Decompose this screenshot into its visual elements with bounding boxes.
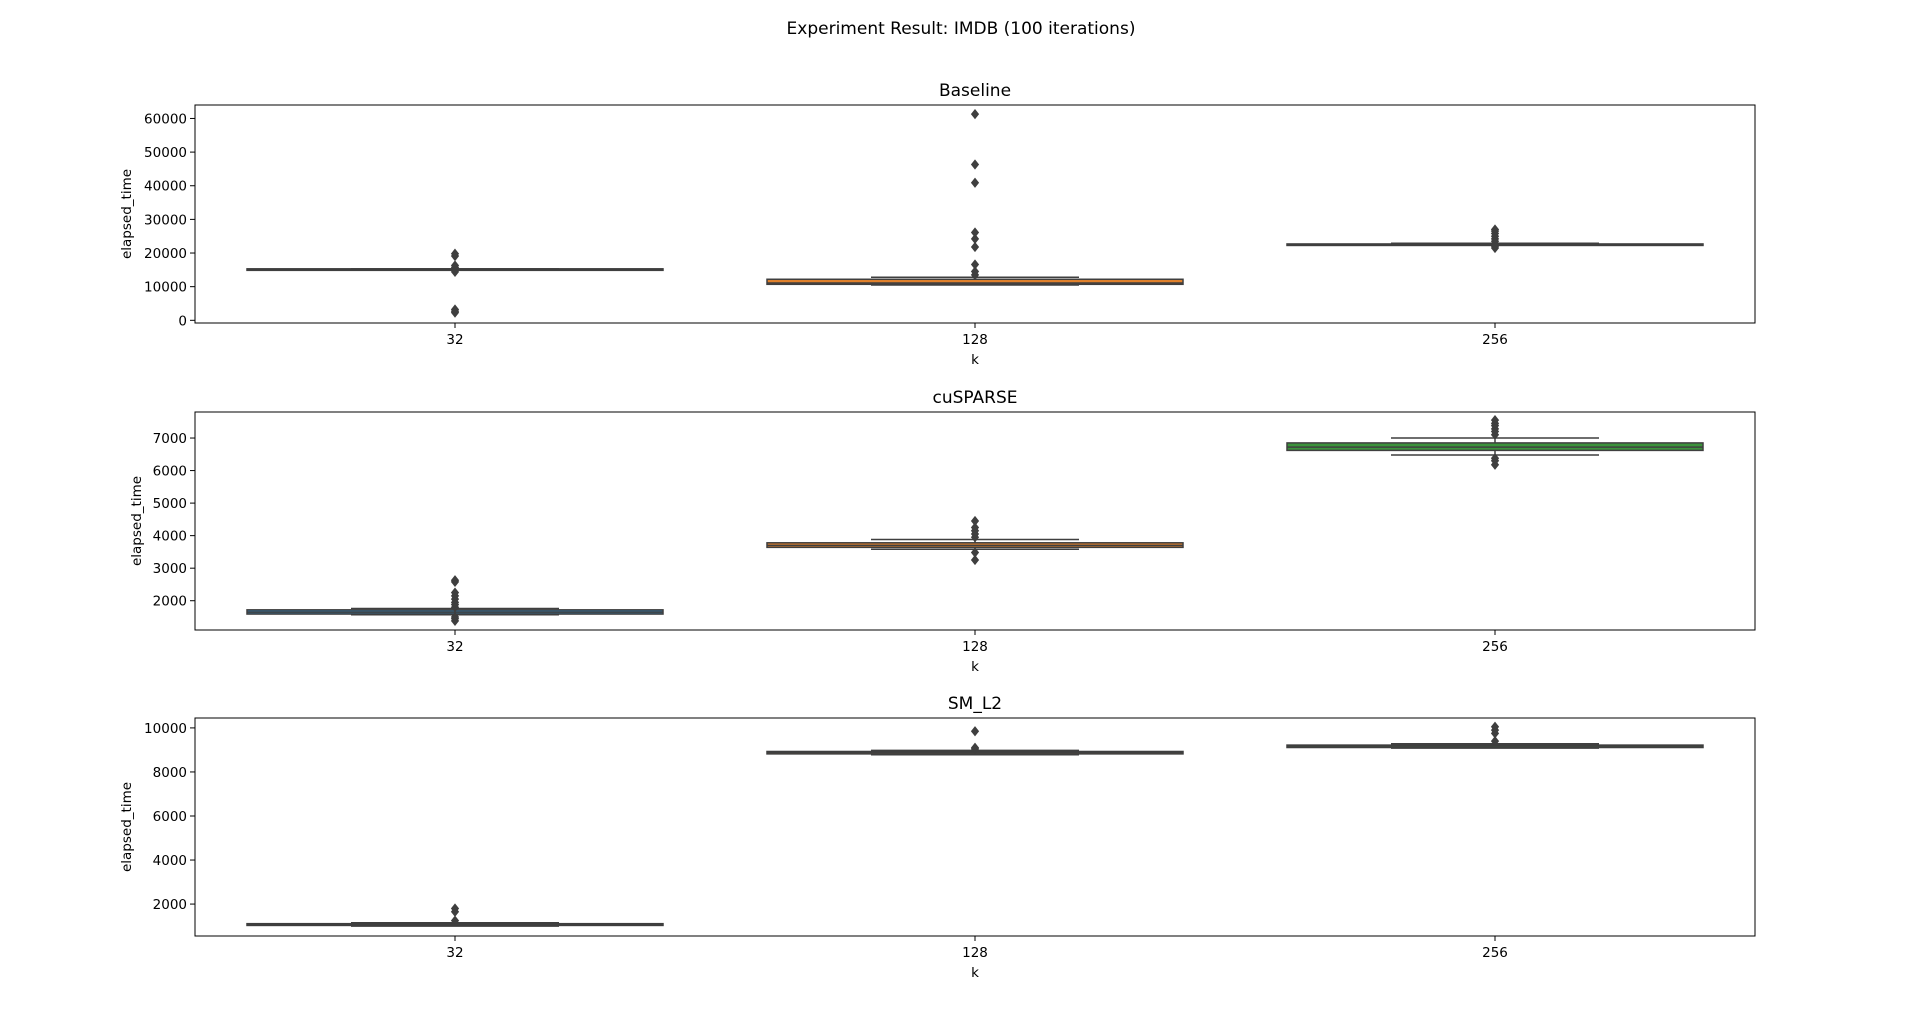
x-tick-label: 128 (962, 332, 988, 348)
outlier-point (970, 259, 980, 270)
box-128 (766, 515, 1184, 566)
y-tick-label: 4000 (153, 853, 187, 869)
outlier-point (1490, 735, 1500, 747)
outlier-point (450, 611, 460, 623)
y-tick-label: 8000 (153, 765, 187, 781)
outlier-point (450, 304, 460, 315)
outlier-point (970, 726, 980, 737)
box-256 (1286, 224, 1704, 254)
x-axis-label: k (971, 965, 979, 981)
y-tick-label: 60000 (144, 111, 187, 127)
y-axis-label: elapsed_time (119, 169, 135, 259)
outlier-point (450, 915, 460, 926)
outlier-point (970, 554, 980, 566)
x-tick-label: 128 (962, 639, 988, 655)
outlier-point (1490, 453, 1500, 464)
outlier-point (970, 233, 980, 245)
outlier-point (970, 266, 980, 277)
outlier-point (970, 547, 980, 558)
outlier-point (450, 248, 460, 259)
panel-2: SM_L2 2000 4000 6000 8000 10000 32 128 256 k elaps… (119, 694, 1756, 981)
panel-0: Baseline 0 10000 20000 30000 40000 50000 60000 3… (119, 81, 1756, 368)
x-tick-label: 32 (446, 332, 463, 348)
y-tick-label: 2000 (153, 594, 187, 610)
outlier-point (1490, 414, 1500, 426)
x-axis-label: k (971, 352, 979, 368)
x-tick-label: 128 (962, 945, 988, 961)
plot-frame (194, 104, 1756, 324)
box-32 (246, 575, 664, 627)
panel-title: cuSPARSE (932, 388, 1017, 408)
y-tick-label: 6000 (153, 464, 187, 480)
y-tick-label: 30000 (144, 212, 187, 228)
outlier-point (450, 903, 460, 914)
y-tick-label: 50000 (144, 145, 187, 161)
panel-title: SM_L2 (948, 694, 1002, 714)
outlier-point (970, 522, 980, 533)
x-tick-label: 256 (1482, 332, 1508, 348)
outlier-point (970, 241, 980, 253)
outlier-point (970, 108, 980, 120)
y-axis-label: elapsed_time (119, 782, 135, 872)
box-32 (246, 248, 664, 318)
outlier-point (450, 260, 460, 271)
x-tick-label: 256 (1482, 945, 1508, 961)
x-tick-label: 256 (1482, 639, 1508, 655)
y-tick-label: 7000 (153, 431, 187, 447)
y-tick-label: 40000 (144, 179, 187, 195)
outlier-point (970, 159, 980, 170)
x-tick-label: 32 (446, 639, 463, 655)
outlier-point (970, 515, 980, 527)
outlier-point (970, 742, 980, 753)
outlier-point (970, 177, 980, 188)
y-tick-label: 3000 (153, 561, 187, 577)
panel-title: Baseline (939, 81, 1011, 101)
box-256 (1286, 414, 1704, 470)
y-axis-label: elapsed_time (129, 476, 145, 566)
box-256 (1286, 721, 1704, 749)
panel-1: cuSPARSE 2000 3000 4000 5000 6000 7000 32 128 256… (129, 388, 1756, 675)
outlier-point (1490, 224, 1500, 235)
y-tick-label: 6000 (153, 809, 187, 825)
figure-title: Experiment Result: IMDB (100 iterations) (787, 19, 1136, 39)
outlier-point (450, 575, 460, 586)
x-tick-label: 32 (446, 945, 463, 961)
box-128 (766, 108, 1184, 286)
outlier-point (450, 587, 460, 598)
y-tick-label: 10000 (144, 280, 187, 296)
y-tick-label: 0 (178, 313, 187, 329)
plot-frame (194, 717, 1756, 937)
x-axis-label: k (971, 659, 979, 675)
y-tick-label: 10000 (144, 721, 187, 737)
box-128 (766, 726, 1184, 756)
y-tick-label: 5000 (153, 496, 187, 512)
box-32 (246, 903, 664, 927)
outlier-point (970, 227, 980, 238)
outlier-point (1490, 721, 1500, 732)
plot-frame (194, 411, 1756, 631)
y-tick-label: 4000 (153, 529, 187, 545)
y-tick-label: 2000 (153, 897, 187, 913)
y-tick-label: 20000 (144, 246, 187, 262)
